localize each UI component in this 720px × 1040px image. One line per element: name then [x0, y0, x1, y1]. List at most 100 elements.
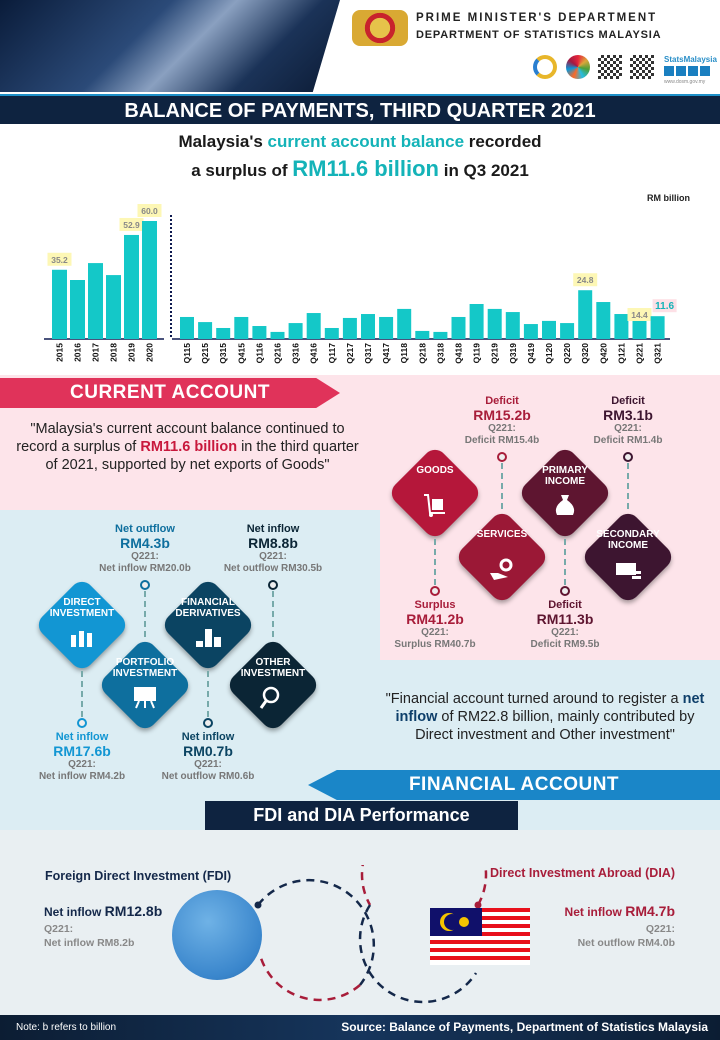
tick-label-Q115: Q115	[182, 343, 192, 364]
connector-dot	[560, 586, 570, 596]
sdg-wheel-icon	[566, 55, 590, 79]
bar-chart-icon	[71, 631, 92, 647]
unit-label: RM billion	[647, 193, 690, 203]
statistics-logo-icon	[533, 55, 557, 79]
bar-Q319	[505, 312, 520, 339]
facebook-icon[interactable]	[664, 66, 674, 76]
bar-Q215	[198, 322, 213, 339]
headline-line-2: a surplus of RM11.6 billion in Q3 2021	[191, 156, 529, 181]
tick-label-Q219: Q219	[490, 343, 500, 364]
connector-line	[81, 671, 83, 717]
tick-label-Q116: Q116	[254, 343, 264, 364]
tick-label-2015: 2015	[55, 343, 65, 362]
money-bag-icon	[555, 495, 575, 515]
bar-Q120	[542, 320, 556, 339]
tick-label-Q418: Q418	[454, 343, 464, 364]
fdi-dia-title: FDI and DIA Performance	[205, 801, 518, 830]
direct-investment-info: Net inflow RM17.6b Q221: Net inflow RM4.2b	[38, 731, 126, 782]
bar-2016	[70, 280, 85, 339]
portfolio-investment-label: PORTFOLIO INVESTMENT	[112, 657, 178, 679]
magnifier-trend-icon	[259, 686, 280, 709]
fdi-value: Net inflow RM12.8b	[44, 903, 163, 919]
other-investment-info: Net inflow RM8.8b Q221: Net outflow RM30.5…	[223, 523, 323, 574]
tick-label-Q315: Q315	[218, 343, 228, 364]
connector-line	[272, 591, 274, 637]
data-label-2019: 52.9	[123, 220, 140, 230]
bar-Q417	[379, 316, 394, 339]
connector-dot	[77, 718, 87, 728]
connector-dot	[497, 452, 507, 462]
bar-Q121	[614, 314, 629, 339]
tick-label-Q121: Q121	[616, 343, 626, 364]
tick-label-Q316: Q316	[291, 343, 301, 364]
bar-Q119	[469, 303, 484, 339]
bar-Q318	[433, 331, 448, 339]
bar-Q316	[288, 323, 303, 339]
footnote: Note: b refers to billion	[16, 1022, 117, 1033]
coat-of-arms-logo	[352, 10, 408, 46]
bar-Q315	[216, 327, 231, 339]
bar-Q317	[361, 314, 375, 339]
bar-Q220	[560, 323, 575, 339]
bar-2019	[124, 234, 139, 339]
tick-label-Q420: Q420	[598, 343, 608, 364]
bar-Q116	[252, 326, 267, 339]
goods-info: Surplus RM41.2b Q221: Surplus RM40.7b	[394, 599, 476, 650]
bar-Q218	[415, 330, 430, 339]
secondary-income-label: SECONDARY INCOME	[596, 529, 660, 551]
current-account-quote: "Malaysia's current account balance cont…	[16, 421, 359, 473]
data-label-bg-2015	[47, 252, 72, 266]
bar-2018	[106, 275, 121, 339]
data-label-bg-Q221	[627, 308, 652, 321]
data-label-2020: 60.0	[141, 206, 158, 216]
malaysia-flag-icon	[430, 908, 530, 965]
data-label-Q321: 11.6	[655, 301, 674, 312]
tick-label-2019: 2019	[127, 343, 137, 362]
tick-label-Q317: Q317	[363, 343, 373, 364]
direct-investment-label: DIRECT INVESTMENT	[49, 597, 115, 619]
bar-Q219	[487, 308, 502, 339]
connector-line	[207, 671, 209, 717]
current-account-banner: CURRENT ACCOUNT	[0, 378, 340, 408]
twitter-icon[interactable]	[688, 66, 698, 76]
bar-2020	[142, 221, 157, 339]
tick-label-Q220: Q220	[562, 343, 572, 364]
tick-label-2017: 2017	[91, 343, 101, 362]
goods-label: GOODS	[416, 465, 454, 476]
services-info: Deficit RM15.2b Q221: Deficit RM15.4b	[464, 395, 540, 446]
cash-coins-icon	[616, 563, 641, 579]
financial-derivatives-info: Net inflow RM0.7b Q221: Net outflow RM0.6b	[161, 731, 255, 782]
financial-account-quote: "Financial account turned around to regi…	[385, 691, 705, 743]
financial-derivatives-label: FINANCIAL DERIVATIVES	[175, 597, 241, 619]
connector-line	[564, 539, 566, 585]
dia-q221: Q221: Net outflow RM4.0b	[577, 923, 675, 949]
primary-income-info: Deficit RM11.3b Q221: Deficit RM9.5b	[530, 599, 600, 650]
tick-label-2018: 2018	[109, 343, 119, 362]
building-photo	[0, 0, 340, 92]
globe-icon	[172, 890, 262, 980]
tick-label-Q415: Q415	[236, 343, 246, 364]
website: www.dosm.gov.my	[664, 79, 706, 85]
qr-code-icon[interactable]	[598, 55, 622, 79]
connector-line	[434, 539, 436, 585]
instagram-icon[interactable]	[676, 66, 686, 76]
data-label-Q221: 14.4	[631, 310, 648, 320]
tick-label-Q216: Q216	[273, 343, 283, 364]
qr-code-facebook-icon[interactable]	[630, 55, 654, 79]
financial-account-banner: FINANCIAL ACCOUNT	[308, 770, 720, 800]
headline-line-1: Malaysia's current account balance recor…	[178, 132, 542, 151]
bar-Q415	[234, 316, 249, 339]
data-label-bg-Q321	[652, 299, 677, 313]
other-investment-label: OTHER INVESTMENT	[240, 657, 306, 679]
data-label-bg-2020	[137, 204, 162, 217]
tick-label-Q416: Q416	[309, 343, 319, 364]
fdi-q221: Q221: Net inflow RM8.2b	[44, 923, 135, 949]
bar-Q115	[180, 316, 194, 339]
connector-dot	[623, 452, 633, 462]
presentation-board-icon	[134, 687, 156, 709]
fdi-title: Foreign Direct Investment (FDI)	[45, 869, 232, 883]
tick-label-Q215: Q215	[200, 343, 210, 364]
youtube-icon[interactable]	[700, 66, 710, 76]
social-brand: StatsMalaysia	[664, 55, 717, 64]
dia-value: Net inflow RM4.7b	[564, 903, 675, 919]
